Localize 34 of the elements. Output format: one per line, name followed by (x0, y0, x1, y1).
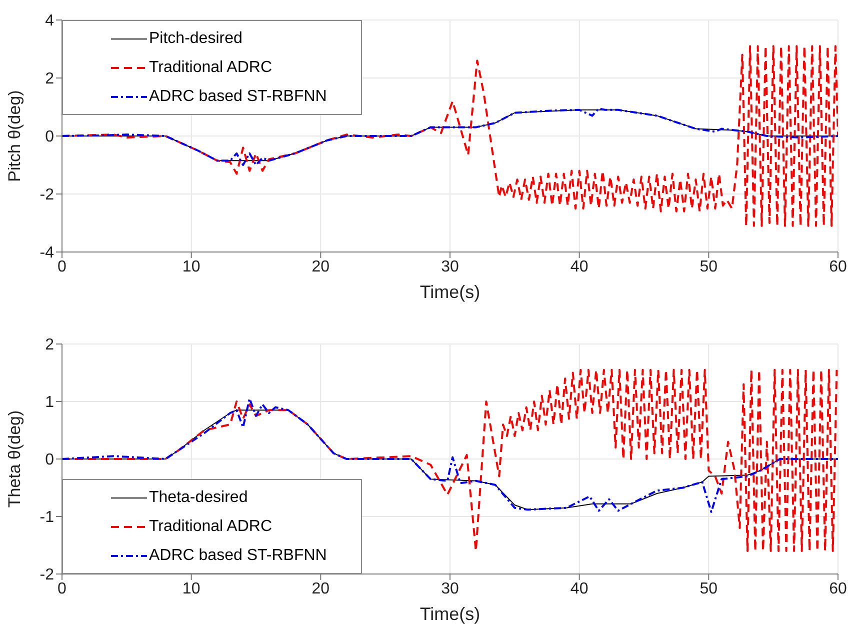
x-tick-label: 20 (312, 580, 330, 598)
y-tick-label: 1 (45, 394, 54, 412)
x-tick-label: 40 (570, 580, 588, 598)
y-tick-label: 0 (45, 452, 54, 469)
y-tick-label: 4 (45, 12, 54, 30)
legend-label: ADRC based ST-RBFNN (149, 88, 327, 106)
y-axis-title: Pitch θ(deg) (5, 90, 24, 182)
x-tick-label: 50 (700, 258, 718, 276)
x-tick-label: 0 (58, 258, 67, 276)
x-tick-label: 30 (441, 258, 459, 276)
y-axis-title: Theta θ(deg) (5, 410, 24, 508)
x-tick-label: 40 (570, 258, 588, 276)
x-axis-title: Time(s) (420, 604, 480, 624)
legend-label: Pitch-desired (149, 30, 242, 48)
x-tick-label: 60 (829, 258, 847, 276)
x-tick-label: 20 (312, 258, 330, 276)
y-tick-label: -2 (40, 186, 54, 204)
y-tick-label: -1 (40, 509, 54, 526)
x-tick-label: 30 (441, 580, 459, 598)
x-tick-label: 60 (829, 580, 847, 598)
x-tick-label: 0 (58, 580, 67, 598)
x-tick-label: 10 (182, 258, 200, 276)
x-axis-title: Time(s) (420, 282, 480, 302)
y-tick-label: 0 (45, 128, 54, 146)
legend-label: Theta-desired (149, 488, 248, 506)
y-tick-label: -4 (40, 244, 54, 262)
x-tick-label: 10 (182, 580, 200, 598)
legend-label: Traditional ADRC (149, 518, 272, 536)
legend-label: Traditional ADRC (149, 58, 272, 76)
x-tick-label: 50 (700, 580, 718, 598)
y-tick-label: 2 (45, 336, 54, 354)
y-tick-label: -2 (40, 566, 54, 584)
legend-label: ADRC based ST-RBFNN (149, 546, 327, 564)
y-tick-label: 2 (45, 70, 54, 88)
